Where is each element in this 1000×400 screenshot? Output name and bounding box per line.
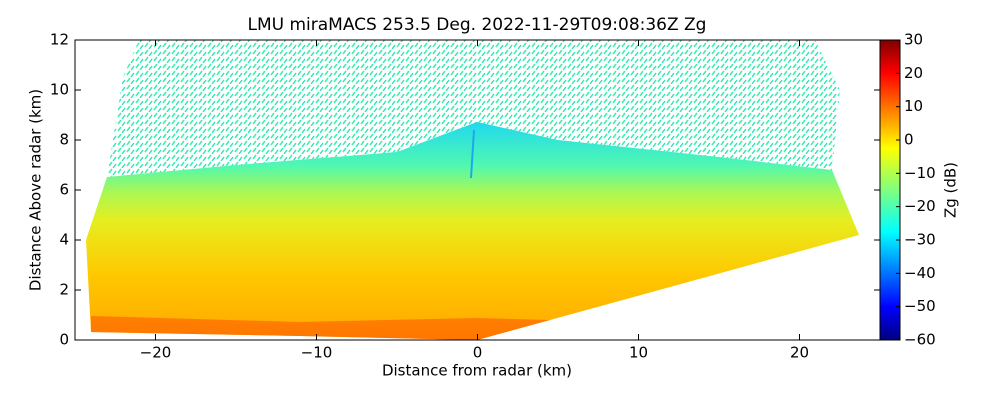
low-echo (91, 316, 550, 340)
x-tick-label: 20 (790, 344, 809, 362)
colorbar-tick-label: −40 (904, 264, 936, 282)
radar-field (86, 40, 859, 340)
colorbar-tick-label: −10 (904, 164, 936, 182)
y-tick-label: 2 (59, 281, 69, 299)
dense-echo (86, 122, 859, 340)
x-axis-label: Distance from radar (km) (382, 362, 572, 380)
y-axis-label: Distance Above radar (km) (27, 89, 45, 291)
colorbar-tick-label: −20 (904, 197, 936, 215)
colorbar-tick-label: 0 (904, 131, 914, 149)
x-tick-label: 10 (629, 344, 648, 362)
sparse-echo (107, 40, 840, 177)
x-tick-label: −10 (301, 344, 333, 362)
colorbar-tick-label: 30 (904, 31, 923, 49)
chart-title: LMU miraMACS 253.5 Deg. 2022-11-29T09:08… (248, 15, 707, 35)
colorbar-label: Zg (dB) (942, 162, 960, 218)
colorbar-tick-label: 10 (904, 97, 923, 115)
y-tick-label: 10 (50, 81, 69, 99)
colorbar-tick-label: 20 (904, 64, 923, 82)
x-tick-label: 0 (473, 344, 483, 362)
y-tick-label: 12 (50, 31, 69, 49)
y-tick-label: 0 (59, 331, 69, 349)
x-tick-label: −20 (140, 344, 172, 362)
colorbar-tick-label: −30 (904, 231, 936, 249)
y-tick-label: 8 (59, 131, 69, 149)
colorbar (879, 39, 901, 341)
artifact (470, 129, 475, 179)
y-tick-label: 6 (59, 181, 69, 199)
y-tick-label: 4 (59, 231, 69, 249)
colorbar-tick-label: −60 (904, 331, 936, 349)
colorbar-tick-label: −50 (904, 297, 936, 315)
